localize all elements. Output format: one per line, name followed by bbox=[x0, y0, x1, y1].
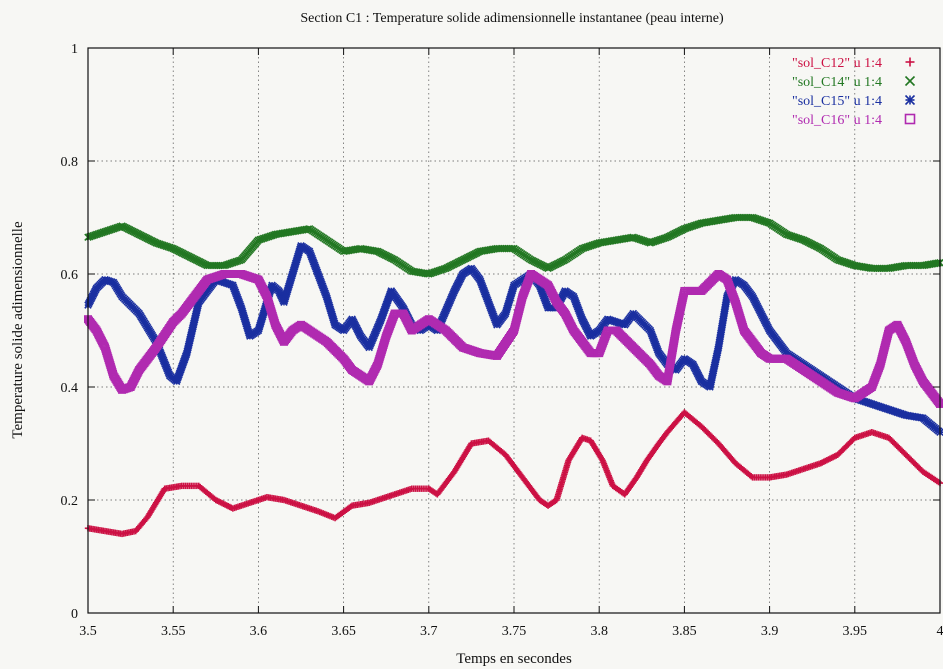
ticks: 3.5 3.55 3.6 3.65 3.7 3.75 3.8 3.85 3.9 3.95 4 0 0.2… bbox=[61, 42, 943, 639]
series-2 bbox=[84, 213, 943, 278]
y-tick-label: 0 bbox=[71, 607, 78, 622]
data-point bbox=[934, 398, 943, 407]
x-tick-label: 3.95 bbox=[843, 624, 868, 639]
y-tick-label: 1 bbox=[71, 42, 78, 57]
series-4 bbox=[84, 269, 943, 408]
x-tick-label: 3.9 bbox=[761, 624, 779, 639]
x-tick-label: 3.55 bbox=[161, 624, 186, 639]
x-tick-label: 3.5 bbox=[79, 624, 97, 639]
x-axis-title: Temps en secondes bbox=[456, 651, 572, 667]
legend-marker bbox=[904, 75, 916, 87]
x-tick-label: 3.75 bbox=[502, 624, 527, 639]
legend-label: "sol_C15" u 1:4 bbox=[792, 94, 882, 109]
y-tick-label: 0.2 bbox=[61, 494, 79, 509]
legend-label: "sol_C16" u 1:4 bbox=[792, 113, 882, 128]
x-tick-label: 3.6 bbox=[250, 624, 268, 639]
legend-marker bbox=[904, 94, 916, 106]
y-tick-label: 0.4 bbox=[61, 381, 79, 396]
legend: "sol_C12" u 1:4 "sol_C14" u 1:4 "sol_C15" … bbox=[792, 56, 916, 128]
y-axis-title: Temperature solide adimensionnelle bbox=[10, 221, 26, 439]
series-3 bbox=[84, 241, 943, 436]
chart-title: Section C1 : Temperature solide adimensi… bbox=[300, 11, 724, 26]
x-tick-label: 3.85 bbox=[672, 624, 697, 639]
y-tick-label: 0.6 bbox=[61, 268, 79, 283]
legend-label: "sol_C12" u 1:4 bbox=[792, 56, 882, 71]
x-tick-label: 3.7 bbox=[420, 624, 438, 639]
series-1 bbox=[84, 409, 943, 538]
legend-label: "sol_C14" u 1:4 bbox=[792, 75, 882, 90]
x-tick-label: 4 bbox=[937, 624, 943, 639]
legend-marker bbox=[905, 57, 915, 67]
y-tick-label: 0.8 bbox=[61, 155, 79, 170]
x-tick-label: 3.8 bbox=[590, 624, 608, 639]
series-layer bbox=[84, 213, 943, 538]
legend-marker bbox=[904, 113, 916, 125]
x-tick-label: 3.65 bbox=[331, 624, 356, 639]
